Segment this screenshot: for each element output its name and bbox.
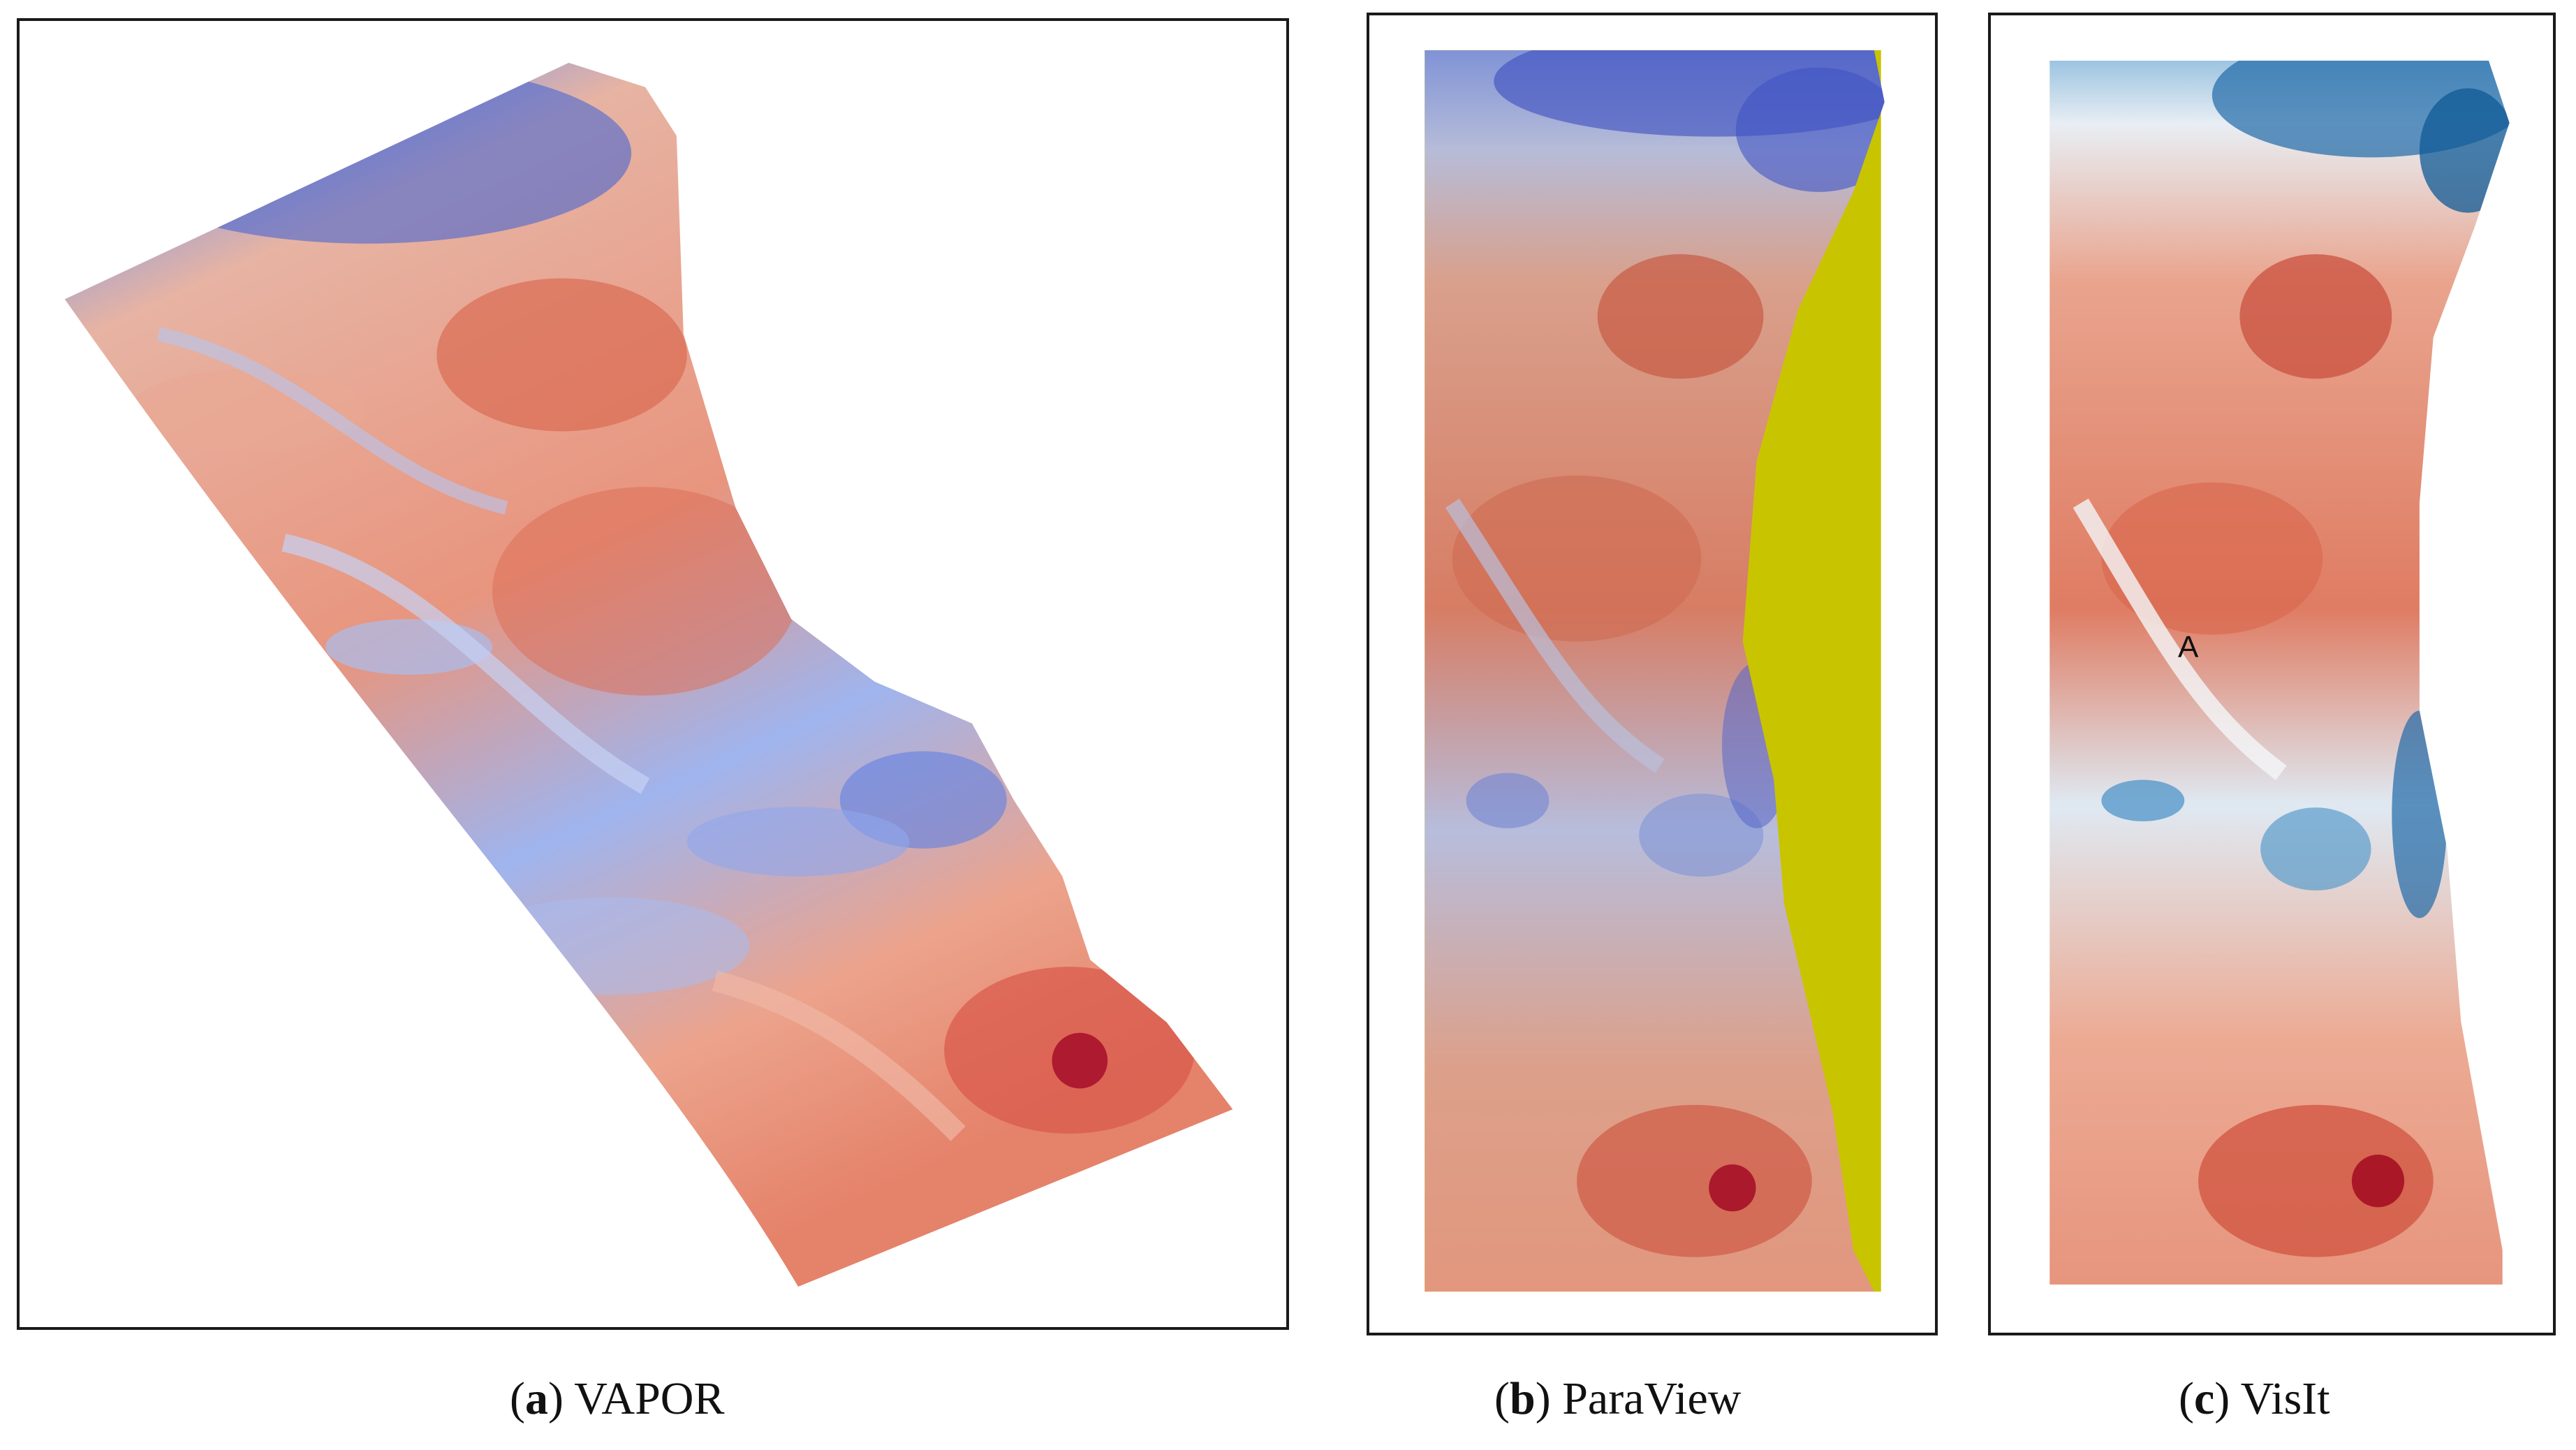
caption-b: (b) ParaView — [1494, 1373, 1742, 1424]
caption-c-letter: c — [2193, 1373, 2215, 1424]
vapor-field-render — [64, 62, 1233, 1287]
panel-visit: A — [1988, 13, 2556, 1335]
caption-b-letter: b — [1509, 1373, 1536, 1424]
marker-label-a: A — [2178, 630, 2199, 664]
caption-a-letter: a — [524, 1373, 548, 1424]
caption-a: (a) VAPOR — [510, 1373, 725, 1424]
visit-field-render — [2049, 60, 2510, 1285]
caption-c: (c) VisIt — [2179, 1373, 2330, 1424]
caption-a-tool: VAPOR — [574, 1373, 725, 1424]
caption-b-tool: ParaView — [1562, 1373, 1742, 1424]
panel-paraview — [1367, 13, 1938, 1335]
paraview-field-render — [1425, 50, 1885, 1292]
caption-c-tool: VisIt — [2240, 1373, 2330, 1424]
panel-vapor — [17, 18, 1289, 1330]
